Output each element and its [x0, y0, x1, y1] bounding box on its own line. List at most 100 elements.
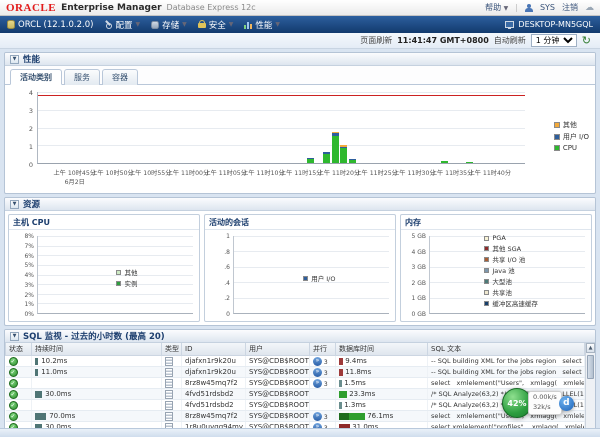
legend-label: 其他	[562, 121, 577, 129]
menu-storage[interactable]: 存储 ▼	[151, 19, 187, 31]
y-axis-tick: 6%	[24, 252, 34, 260]
sql-id-cell[interactable]: djafxn1r9k20u	[181, 366, 246, 378]
page-footer	[0, 428, 600, 437]
refresh-icon[interactable]: ↻	[581, 33, 591, 47]
x-axis-tick-label: 上午 10时55分	[128, 170, 172, 177]
panel-memory: 内存 5 GB 4 GB 3 GB 2 GB 1 GB 0 GB PGA 其他 SGA 共享 I…	[400, 214, 592, 322]
legend-item: 共享 I/O 池	[484, 254, 538, 264]
mini-plot	[233, 236, 389, 314]
sql-id-cell[interactable]: 4fvd51rdsbd2	[181, 388, 246, 400]
table-row[interactable]: ✓ 4fvd51rdsbd2 SYS@CDB$ROOT 1.3ms/* SQL An…	[5, 399, 585, 411]
sql-table-body: ✓ 10.2ms djafxn1r9k20u SYS@CDB$ROOT» 3 9.4…	[5, 355, 585, 437]
memory-chart: 5 GB 4 GB 3 GB 2 GB 1 GB 0 GB PGA 其他 SGA 共享 I/O …	[403, 233, 588, 319]
column-header-2[interactable]: 类型	[161, 343, 182, 356]
perf-plot	[37, 92, 525, 164]
tab-activity-classes[interactable]: 活动类别	[10, 69, 62, 85]
table-scrollbar[interactable]: ▲ ▼	[585, 343, 595, 437]
panel-active-sessions: 活动的会话 1 .8 .6 .4 .2 0 用户 I/O	[204, 214, 396, 322]
scroll-thumb[interactable]	[587, 355, 594, 379]
legend-swatch	[303, 275, 309, 281]
mini-legend: PGA 其他 SGA 共享 I/O 池 Java 池大型池 共享池 缓冲区高速缓存	[484, 234, 538, 308]
auto-refresh-label: 自动刷新	[493, 36, 526, 45]
help-menu[interactable]: 帮助 ▼	[485, 3, 509, 12]
y-axis-tick: 1 GB	[411, 295, 427, 303]
column-header-4[interactable]: 用户	[245, 343, 310, 356]
legend-label: 其他	[124, 269, 138, 277]
menu-performance[interactable]: 性能 ▼	[244, 19, 280, 31]
status-complete-icon: ✓	[8, 400, 18, 410]
parallel-icon: »	[313, 367, 322, 377]
sql-section-title: SQL 监视 - 过去的小时数 (最高 20)	[23, 332, 165, 342]
sql-id-cell[interactable]: 4fvd51rdsbd2	[181, 399, 246, 411]
top-brand-bar: ORACLE Enterprise Manager Database Expre…	[0, 0, 600, 16]
activity-bar	[348, 159, 356, 163]
gridline	[38, 92, 525, 93]
sql-id-cell[interactable]: 8rz8w45mq7f2	[181, 377, 246, 389]
menu-security[interactable]: 安全 ▼	[197, 19, 233, 31]
database-home-link[interactable]: ORCL (12.1.0.2.0)	[7, 20, 93, 30]
collapse-icon[interactable]: ▼	[10, 331, 19, 341]
mini-legend: 其他 实例	[116, 267, 137, 288]
column-header-3[interactable]: ID	[181, 343, 246, 356]
type-cell	[161, 355, 182, 367]
auto-refresh-select[interactable]: 1 分钟	[530, 34, 577, 47]
legend-label: 大型池	[492, 278, 512, 286]
collapse-icon[interactable]: ▼	[10, 199, 19, 209]
download-badge-icon[interactable]: d	[558, 395, 574, 411]
x-axis-tick-label: 上午 11时15分	[279, 170, 323, 177]
column-header-0[interactable]: 状态	[5, 343, 32, 356]
logout-link[interactable]: 注销	[562, 3, 578, 12]
x-axis-tick-label: 上午 11时30分	[393, 170, 436, 177]
y-axis-tick: 2 GB	[411, 279, 427, 287]
oracle-logo: ORACLE	[6, 1, 57, 14]
duration-bar	[35, 390, 42, 398]
x-axis-tick-label: 上午 11时25分	[355, 170, 398, 177]
x-axis-date-label: 6月2日	[64, 179, 85, 186]
parallel-cell: » 3	[309, 410, 336, 422]
speed-ball[interactable]: 42%	[502, 388, 532, 418]
db-time-bar-segment	[339, 357, 343, 365]
resources-section: ▼ 资源 主机 CPU 8% 7% 6% 5% 4% 3% 2% 1% 0% 其他 实例 活动的会话…	[4, 197, 596, 326]
sql-id-cell[interactable]: 8rz8w45mq7f2	[181, 410, 246, 422]
lock-icon	[197, 20, 206, 28]
column-header-1[interactable]: 持续时间	[31, 343, 162, 356]
user-cell: SYS@CDB$ROOT	[245, 410, 310, 422]
legend-item: 共享池	[484, 287, 538, 297]
legend-item: Java 池	[484, 265, 538, 275]
parallel-cell	[309, 388, 336, 400]
y-axis-tick: 7%	[24, 242, 34, 250]
gridline	[38, 284, 193, 286]
db-time-bar-segment	[339, 368, 343, 376]
table-row[interactable]: ✓ 70.0ms 8rz8w45mq7f2 SYS@CDB$ROOT» 3 76.1…	[5, 410, 585, 422]
sql-monitor-section: ▼ SQL 监视 - 过去的小时数 (最高 20) 状态 持续时间 类型 ID 用户 并行…	[4, 329, 596, 437]
menu-configuration[interactable]: 配置 ▼	[104, 19, 140, 31]
scroll-up-icon[interactable]: ▲	[586, 343, 595, 353]
tab-containers[interactable]: 容器	[102, 69, 138, 85]
column-header-5[interactable]: 并行	[309, 343, 336, 356]
gridline	[38, 274, 193, 276]
collapse-icon[interactable]: ▼	[10, 54, 19, 64]
type-cell	[161, 377, 182, 389]
duration-cell: 11.0ms	[31, 366, 162, 378]
column-header-7[interactable]: SQL 文本	[427, 343, 585, 356]
sql-id-cell[interactable]: djafxn1r9k20u	[181, 355, 246, 367]
activity-bar	[340, 145, 348, 163]
legend-swatch	[484, 289, 490, 295]
table-row[interactable]: ✓ 8rz8w45mq7f2 SYS@CDB$ROOT» 3 1.5ms select…	[5, 377, 585, 389]
tab-services[interactable]: 服务	[64, 69, 100, 85]
table-row[interactable]: ✓ 10.2ms djafxn1r9k20u SYS@CDB$ROOT» 3 9.4…	[5, 355, 585, 367]
gridline	[38, 255, 193, 257]
db-time-bar-segment	[339, 412, 349, 420]
parallel-cell: » 3	[309, 366, 336, 378]
column-header-6[interactable]: 数据库时间	[335, 343, 428, 356]
gridline	[234, 282, 389, 284]
table-row[interactable]: ✓ 11.0ms djafxn1r9k20u SYS@CDB$ROOT» 3 11.…	[5, 366, 585, 378]
status-cell: ✓	[5, 366, 32, 378]
parallel-cell: » 3	[309, 377, 336, 389]
x-axis-tick-label: 上午 11时40分	[468, 170, 512, 177]
table-row[interactable]: ✓ 30.0ms 4fvd51rdsbd2 SYS@CDB$ROOT 23.3ms /…	[5, 388, 585, 400]
panel-title: 活动的会话	[205, 215, 395, 230]
sql-type-icon	[165, 356, 173, 366]
parallel-cell: » 3	[309, 355, 336, 367]
